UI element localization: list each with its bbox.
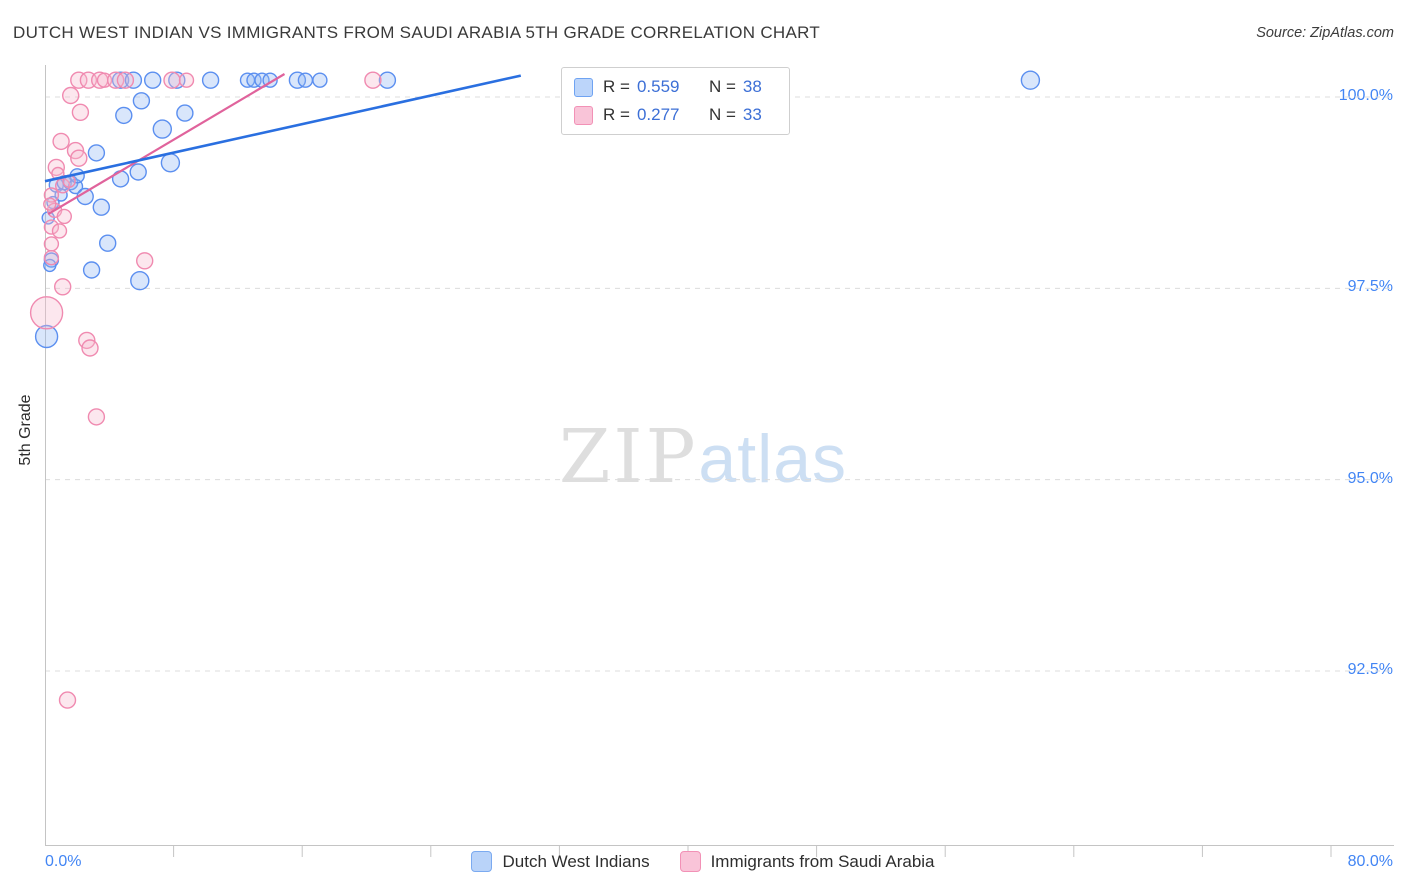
scatter-point-blue <box>312 72 328 88</box>
n-value-pink: 33 <box>742 105 762 124</box>
scatter-point-blue <box>1020 70 1041 90</box>
r-label: R = <box>603 105 630 124</box>
legend-swatch-pink <box>574 105 593 125</box>
scatter-point-blue <box>34 324 59 349</box>
scatter-point-blue <box>246 72 262 88</box>
scatter-point-pink <box>54 278 72 296</box>
x-tick-label-0: 0.0% <box>45 853 82 870</box>
scatter-point-pink <box>364 71 382 89</box>
legend-box: R = 0.559 N = 38 R = 0.277 N = 33 <box>561 67 790 135</box>
legend-swatch-blue <box>574 77 593 97</box>
scatter-point-pink <box>61 86 80 105</box>
y-tick-label-100: 100.0% <box>1338 87 1393 104</box>
scatter-point-pink <box>135 252 154 270</box>
scatter-point-blue <box>92 198 111 216</box>
legend-row-blue: R = 0.559 N = 38 <box>574 77 773 97</box>
x-tick-label-80: 80.0% <box>1347 853 1393 870</box>
scatter-point-blue <box>98 234 117 252</box>
scatter-point-pink <box>106 71 125 89</box>
trendline-pink <box>47 73 286 216</box>
scatter-point-blue <box>111 71 130 89</box>
scatter-point-blue <box>201 71 220 89</box>
scatter-point-blue <box>143 71 162 89</box>
scatter-point-pink <box>87 408 106 426</box>
scatter-point-pink <box>43 219 60 235</box>
scatter-point-pink <box>71 103 90 122</box>
r-value-pink: 0.277 <box>636 105 680 124</box>
r-label: R = <box>603 77 630 96</box>
bottom-legend-item-blue: Dutch West Indians <box>471 851 650 872</box>
scatter-point-blue <box>297 72 314 88</box>
scatter-point-pink <box>51 223 68 239</box>
n-label: N = <box>708 105 736 124</box>
scatter-point-blue <box>115 106 133 125</box>
scatter-point-pink <box>163 71 181 89</box>
scatter-point-pink <box>70 71 88 89</box>
scatter-point-pink <box>43 250 60 266</box>
scatter-point-blue <box>288 71 307 89</box>
n-label: N = <box>708 77 736 96</box>
source-label: Source: ZipAtlas.com <box>1256 25 1394 41</box>
bottom-legend: Dutch West Indians Immigrants from Saudi… <box>0 851 1406 872</box>
scatter-point-pink <box>178 72 195 88</box>
page-title: DUTCH WEST INDIAN VS IMMIGRANTS FROM SAU… <box>13 23 821 42</box>
y-tick-label-92-5: 92.5% <box>1347 661 1393 678</box>
scatter-point-pink <box>70 149 88 167</box>
r-value-blue: 0.559 <box>636 77 680 96</box>
scatter-point-pink <box>52 132 70 151</box>
scatter-point-pink <box>81 339 99 357</box>
scatter-point-blue <box>132 92 151 110</box>
bottom-legend-item-pink: Immigrants from Saudi Arabia <box>679 851 935 872</box>
scatter-point-pink <box>43 236 60 252</box>
series-label-pink: Immigrants from Saudi Arabia <box>710 851 935 871</box>
scatter-point-blue <box>378 71 397 89</box>
scatter-point-blue <box>87 144 106 162</box>
scatter-point-blue <box>160 153 181 173</box>
n-value-blue: 38 <box>742 77 762 96</box>
y-tick-label-95: 95.0% <box>1347 470 1393 487</box>
scatter-point-pink <box>55 178 71 194</box>
series-label-blue: Dutch West Indians <box>502 851 650 871</box>
scatter-point-pink <box>58 691 77 709</box>
scatter-point-pink <box>116 71 135 89</box>
y-tick-label-97-5: 97.5% <box>1347 278 1393 295</box>
scatter-point-blue <box>176 104 194 122</box>
scatter-point-pink <box>56 208 73 225</box>
series-swatch-pink <box>679 851 701 872</box>
legend-row-pink: R = 0.277 N = 33 <box>574 105 773 125</box>
scatter-point-pink <box>29 296 64 330</box>
series-swatch-blue <box>471 851 493 872</box>
scatter-point-blue <box>130 271 150 291</box>
scatter-point-blue <box>152 119 173 139</box>
scatter-point-blue <box>82 261 101 279</box>
scatter-point-pink <box>43 197 57 211</box>
scatter-point-blue <box>129 163 147 181</box>
trendline-blue <box>44 74 522 183</box>
